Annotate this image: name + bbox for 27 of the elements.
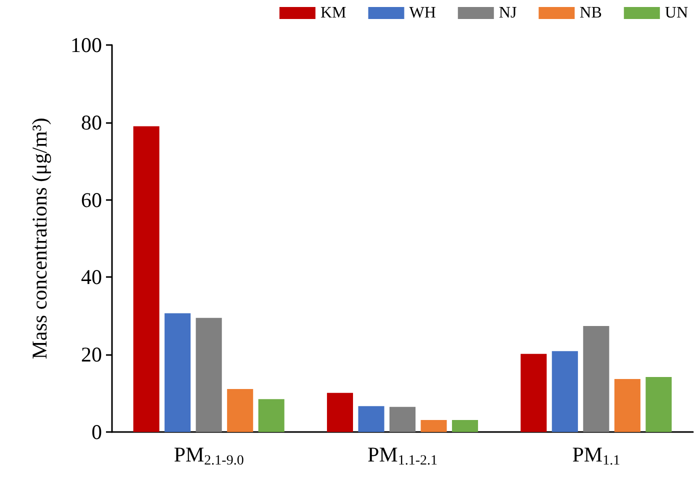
bar — [133, 126, 160, 432]
bar — [196, 318, 222, 432]
y-tick-label: 80 — [81, 110, 102, 134]
bar — [520, 354, 547, 432]
bar — [646, 377, 672, 432]
y-tick-label: 20 — [81, 342, 102, 367]
legend-label: NB — [580, 4, 602, 22]
bar — [358, 406, 384, 432]
bar — [227, 389, 254, 432]
bar — [420, 420, 447, 432]
bar — [614, 378, 640, 432]
legend-label: NJ — [498, 4, 517, 22]
bar — [583, 326, 610, 432]
legend-label: KM — [320, 4, 346, 22]
y-tick-label: 0 — [92, 420, 102, 444]
bar — [552, 351, 578, 432]
bar — [258, 399, 284, 432]
bar — [389, 406, 416, 432]
y-axis-title: Mass concentrations (μg/m³) — [28, 118, 52, 360]
legend-label: UN — [664, 4, 688, 22]
bar — [164, 313, 191, 432]
y-tick-label: 60 — [81, 188, 102, 212]
bar — [452, 420, 478, 432]
y-tick-label: 100 — [70, 33, 102, 57]
legend-label: WH — [409, 4, 436, 22]
bar — [326, 392, 354, 432]
y-tick-label: 40 — [81, 265, 102, 290]
